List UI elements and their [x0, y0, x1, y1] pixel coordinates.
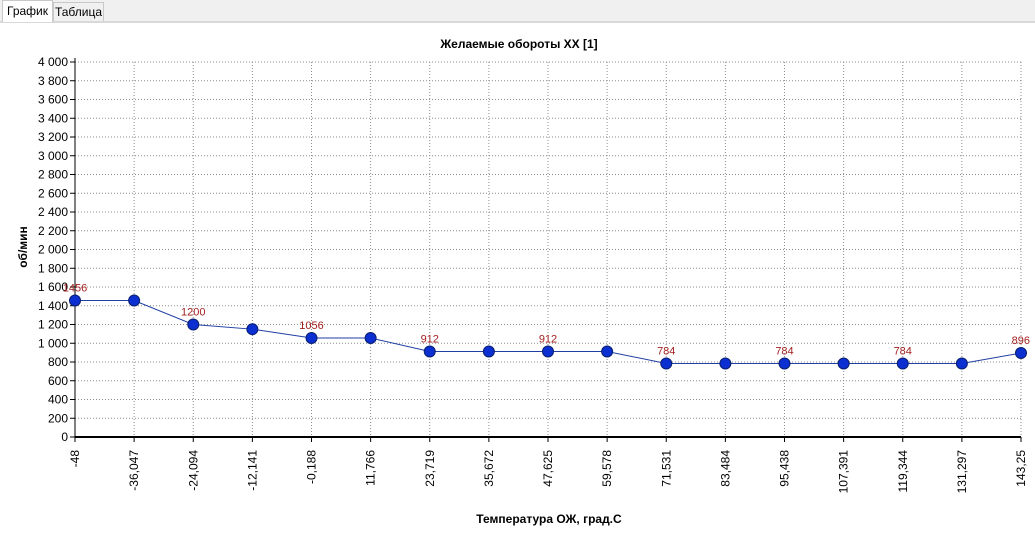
tab-bar-divider — [0, 21, 1035, 22]
data-point — [423, 345, 436, 358]
data-point — [719, 357, 732, 370]
y-tick-label: 2 600 — [38, 186, 68, 200]
series-layer — [69, 294, 1027, 370]
y-tick-label: 1 200 — [38, 318, 68, 332]
x-tick-label: 35,672 — [482, 450, 496, 487]
data-label: 784 — [775, 346, 793, 358]
y-axis-label: об/мин — [16, 226, 30, 268]
grid-layer — [75, 61, 1022, 437]
axes-layer: 0 200 400 600 800 1 000 1 200 1 400 1 600 1 800 2 … — [38, 55, 1028, 493]
x-tick-label: -0,188 — [305, 450, 319, 484]
y-tick-label: 2 200 — [38, 224, 68, 238]
data-point — [305, 332, 318, 344]
data-point — [128, 294, 141, 307]
x-axis-label: Температура ОЖ, град.С — [476, 512, 622, 526]
data-point — [69, 294, 81, 307]
x-tick-label: 131,297 — [955, 450, 969, 494]
data-point — [187, 318, 200, 331]
y-tick-label: 1 800 — [38, 261, 68, 275]
x-tick-label: 95,438 — [778, 450, 792, 487]
x-tick-label: -48 — [68, 450, 82, 468]
data-label: 784 — [894, 346, 912, 358]
data-point — [955, 357, 968, 370]
y-tick-label: 3 200 — [38, 130, 68, 144]
data-point — [660, 357, 673, 370]
data-label: 896 — [1012, 335, 1030, 347]
x-tick-label: -24,094 — [186, 450, 200, 491]
y-tick-label: 400 — [48, 393, 68, 407]
y-tick-label: 1 400 — [38, 299, 68, 313]
data-point — [246, 323, 259, 336]
data-point — [364, 332, 377, 344]
data-point — [542, 345, 554, 358]
tab-chart[interactable]: График — [2, 0, 53, 22]
x-tick-label: 11,766 — [364, 450, 378, 486]
x-tick-label: 23,719 — [423, 450, 437, 487]
data-point — [1015, 347, 1027, 359]
y-tick-label: 200 — [48, 411, 68, 425]
x-tick-label: -36,047 — [127, 450, 141, 491]
data-label: 1056 — [299, 320, 323, 332]
y-tick-label: 1 000 — [38, 336, 68, 350]
y-tick-label: 3 000 — [38, 149, 68, 163]
data-point — [837, 357, 850, 370]
chart-panel: Желаемые обороты XX [1] об/мин Температу… — [0, 22, 1035, 557]
y-tick-label: 3 600 — [38, 93, 68, 107]
y-tick-label: 800 — [48, 355, 68, 369]
y-tick-label: 600 — [48, 374, 68, 388]
x-tick-label: 83,484 — [718, 450, 732, 487]
tab-bar: График Таблица — [0, 0, 1035, 22]
data-label: 1200 — [181, 307, 205, 319]
data-label: 1456 — [63, 283, 87, 295]
chart: Желаемые обороты XX [1] об/мин Температу… — [16, 37, 1030, 526]
data-label: 912 — [421, 334, 439, 346]
x-tick-label: 47,625 — [541, 450, 555, 487]
x-tick-label: 143,25 — [1014, 450, 1028, 487]
x-tick-label: 71,531 — [659, 450, 673, 487]
data-point — [482, 345, 495, 358]
data-point — [601, 345, 614, 358]
y-tick-label: 2 400 — [38, 205, 68, 219]
x-tick-label: 59,578 — [600, 450, 614, 487]
data-point — [778, 357, 791, 370]
y-tick-label: 1 600 — [38, 280, 68, 294]
y-tick-label: 2 000 — [38, 243, 68, 257]
y-tick-label: 2 800 — [38, 168, 68, 182]
data-labels-layer: 1456 1200 1056 912 912 784 784 784 896 — [63, 283, 1030, 358]
y-tick-label: 0 — [61, 430, 68, 444]
tab-table[interactable]: Таблица — [53, 2, 104, 21]
data-label: 912 — [539, 334, 557, 346]
y-tick-label: 3 400 — [38, 111, 68, 125]
x-tick-label: 119,344 — [896, 450, 910, 493]
x-tick-label: 107,391 — [837, 450, 851, 494]
chart-title: Желаемые обороты XX [1] — [439, 37, 597, 51]
x-tick-label: -12,141 — [245, 450, 259, 491]
y-tick-label: 4 000 — [38, 55, 68, 69]
y-tick-label: 3 800 — [38, 74, 68, 88]
data-label: 784 — [657, 346, 675, 358]
data-point — [896, 357, 909, 370]
